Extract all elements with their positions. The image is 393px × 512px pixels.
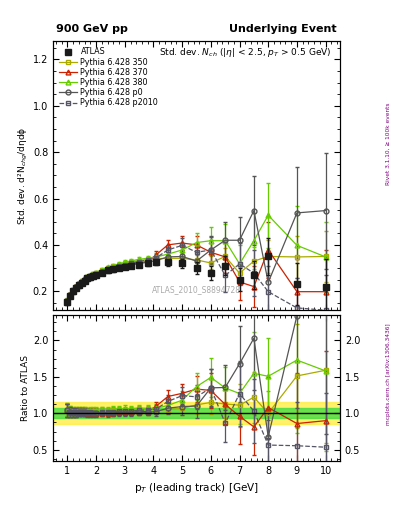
Text: ATLAS_2010_S8894728: ATLAS_2010_S8894728 (152, 285, 241, 294)
Text: Underlying Event: Underlying Event (230, 24, 337, 34)
Text: mcplots.cern.ch [arXiv:1306.3436]: mcplots.cern.ch [arXiv:1306.3436] (386, 323, 391, 424)
Y-axis label: Std. dev. d²N$_{chg}$/dηdϕ: Std. dev. d²N$_{chg}$/dηdϕ (17, 126, 30, 225)
Bar (53, 402, 340, 424)
Text: Rivet 3.1.10, ≥ 100k events: Rivet 3.1.10, ≥ 100k events (386, 102, 391, 185)
Legend: ATLAS, Pythia 6.428 350, Pythia 6.428 370, Pythia 6.428 380, Pythia 6.428 p0, Py: ATLAS, Pythia 6.428 350, Pythia 6.428 37… (57, 45, 161, 110)
Text: Std. dev. $N_{ch}$ ($|\eta|$ < 2.5, $p_T$ > 0.5 GeV): Std. dev. $N_{ch}$ ($|\eta|$ < 2.5, $p_T… (159, 47, 331, 59)
Y-axis label: Ratio to ATLAS: Ratio to ATLAS (21, 355, 30, 421)
X-axis label: p$_T$ (leading track) [GeV]: p$_T$ (leading track) [GeV] (134, 481, 259, 495)
Bar (53, 408, 340, 418)
Text: 900 GeV pp: 900 GeV pp (56, 24, 128, 34)
